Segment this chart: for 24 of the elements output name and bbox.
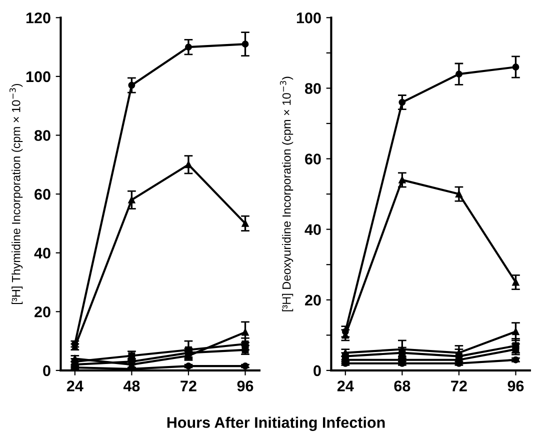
y-tick-label: 60	[34, 188, 50, 200]
x-tick-label: 96	[508, 380, 524, 392]
y-tick-label: 40	[34, 248, 50, 259]
x-tick-label: 72	[180, 380, 196, 392]
x-tick-label: 72	[451, 380, 467, 392]
y-tick-label: 100	[296, 12, 321, 24]
y-tick-label: 80	[34, 130, 50, 141]
y-tick-label: 40	[304, 224, 321, 236]
x-tick-label: 24	[337, 380, 354, 392]
y-tick-label: 0	[314, 365, 321, 376]
x-tick-label: 68	[394, 380, 410, 392]
x-tick-label: 24	[66, 380, 84, 392]
y-axis-title: [³H] Deoxyuridine Incorporation (cpm × 10$^{−3}$)	[280, 76, 294, 312]
y-tick-label: 0	[43, 365, 50, 376]
y-axis-title: [³H] Thymidine Incorporation (cpm × 10$^{−3}$)	[10, 84, 23, 304]
y-tick-label: 100	[26, 71, 50, 82]
y-tick-label: 60	[305, 154, 321, 164]
y-tick-label: 20	[34, 306, 50, 318]
x-tick-label: 96	[237, 380, 254, 392]
x-tick-label: 48	[123, 380, 140, 392]
x-axis-title: Hours After Initiating Infection	[167, 416, 385, 432]
y-tick-label: 80	[304, 83, 321, 94]
y-tick-label: 120	[26, 12, 50, 24]
y-tick-label: 20	[305, 294, 321, 306]
